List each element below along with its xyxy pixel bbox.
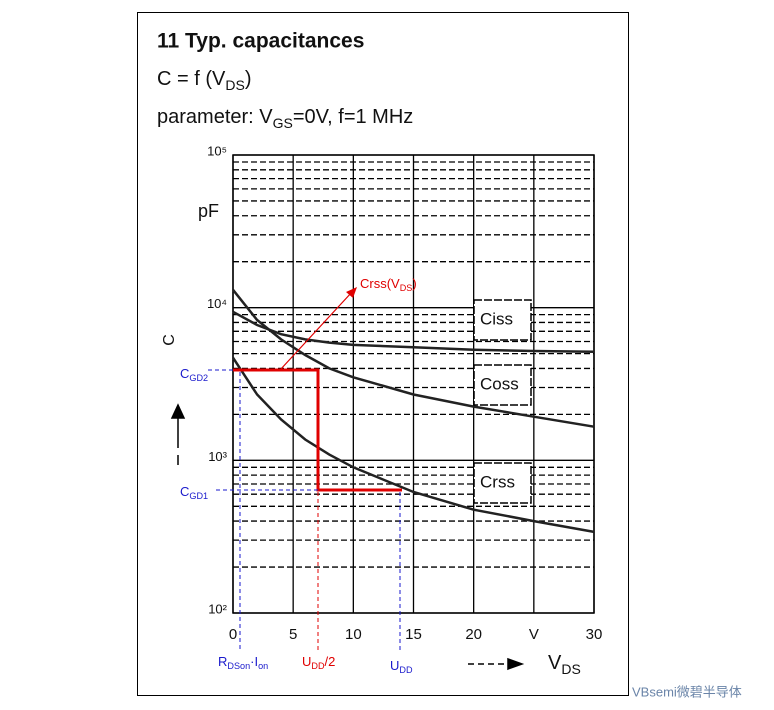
annotation: CGD2: [180, 366, 208, 383]
subscript: DS: [225, 77, 244, 93]
construction-lines: [208, 287, 402, 652]
plot: 10² 10³ 10⁴ 10⁵ 0 5 10 15 20 V 30 Ciss Coss Crss: [207, 143, 602, 643]
text-part: =0V, f=1 MHz: [293, 106, 413, 128]
series-label: Coss: [480, 374, 519, 393]
series-label-box: [473, 364, 532, 406]
y-unit: pF: [198, 201, 219, 221]
subscript: GS: [273, 115, 293, 131]
annotation: UDD/2: [302, 654, 335, 671]
parameter: parameter: VGS=0V, f=1 MHz: [157, 106, 413, 130]
x-tick-label: 10: [345, 626, 362, 643]
x-arrow: [468, 657, 525, 671]
chart-title: 11 Typ. capacitances: [157, 30, 364, 53]
frame: [137, 12, 629, 696]
subscript: GD2: [189, 373, 208, 383]
subscript: on: [258, 661, 268, 671]
subscript: GD1: [189, 491, 208, 501]
text-part: ·I: [250, 654, 258, 669]
x-tick-label: 0: [229, 626, 237, 643]
text-part: C = f (V: [157, 68, 226, 90]
text-part: Crss(V: [360, 276, 400, 291]
series-label: Crss: [480, 472, 515, 491]
y-tick-label: 10²: [208, 601, 227, 616]
subscript: DD: [399, 665, 413, 675]
annotation: Crss(VDS): [360, 276, 417, 293]
text-part: parameter: V: [157, 106, 273, 128]
annotation: UDD: [390, 658, 413, 675]
text-part: V: [548, 652, 562, 674]
x-tick-label: 5: [289, 626, 297, 643]
subscript: DS: [400, 283, 413, 293]
y-axis-label: C: [161, 334, 178, 346]
watermark: VBsemi微碧半导体: [632, 684, 742, 699]
y-arrow: [170, 403, 186, 465]
annotation: CGD1: [180, 484, 208, 501]
series-line: [231, 357, 595, 534]
text-part: C: [180, 366, 189, 381]
text-part: C: [180, 484, 189, 499]
plot-border: [232, 154, 595, 614]
series-label-box: [473, 299, 532, 341]
text-part: U: [302, 654, 311, 669]
series-label: Ciss: [480, 309, 513, 328]
annotation: RDSon·Ion: [218, 654, 268, 671]
x-tick-label: 15: [405, 626, 422, 643]
x-tick-label: V: [529, 626, 539, 643]
text-part: U: [390, 658, 399, 673]
subscript: DD: [311, 661, 325, 671]
subscript: DS: [561, 661, 580, 677]
series-line: [232, 289, 595, 428]
x-tick-label: 20: [465, 626, 482, 643]
subscript: DSon: [227, 661, 250, 671]
y-tick-label: 10⁴: [207, 296, 227, 311]
text-part: ): [412, 276, 416, 291]
text-part: ): [245, 68, 252, 90]
series-label-box: [473, 462, 532, 504]
x-axis-label: VDS: [548, 652, 581, 676]
y-tick-label: 10⁵: [207, 143, 227, 158]
text-part: /2: [325, 654, 336, 669]
subtitle: C = f (VDS): [157, 68, 251, 92]
y-tick-label: 10³: [208, 449, 227, 464]
x-tick-label: 30: [586, 626, 603, 643]
text-part: R: [218, 654, 227, 669]
